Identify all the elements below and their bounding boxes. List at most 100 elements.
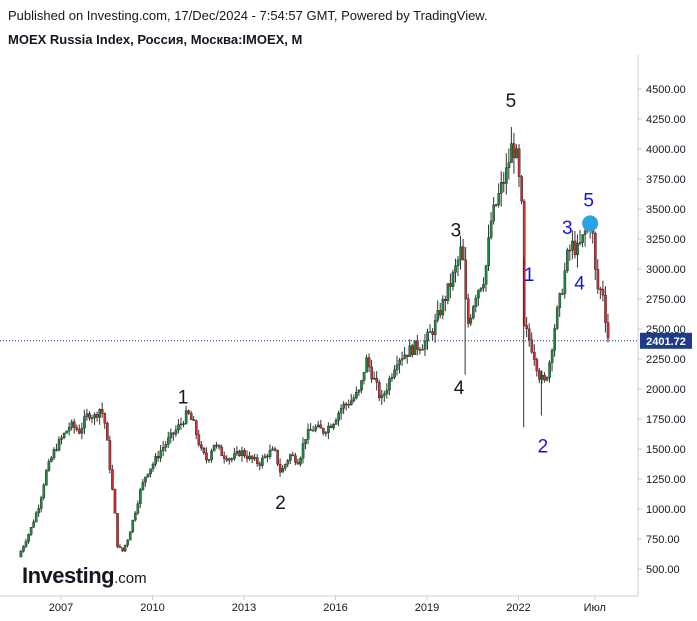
candle-body [80,427,84,434]
candle-body [70,421,74,428]
candle-body [103,413,107,424]
candle-body [515,148,518,158]
candle-body [42,484,46,498]
event-marker-icon[interactable] [582,215,599,232]
candle-body [477,290,480,299]
candle-body [319,424,323,429]
candle-body [530,339,534,353]
y-tick-label: 2250.00 [646,354,686,366]
candle-body [347,404,351,406]
candle-body [195,420,198,435]
candle-body [306,429,310,440]
candle-body [370,366,373,380]
candle-body [583,230,587,235]
candle-body [573,240,577,256]
candle-body [446,283,450,301]
candle-body [278,463,282,473]
candle-body [57,439,61,451]
candle-body [121,547,124,552]
candle-body [215,444,218,447]
candle-body [571,240,574,251]
candle-body [400,358,404,361]
y-tick-label: 500.00 [646,564,680,576]
candle-body [423,340,427,350]
candle-body [93,414,96,419]
candle-body [197,434,201,446]
candle-body [324,432,328,434]
candle-body [73,421,76,428]
y-axis: 500.00 750.00 1000.00 1250.00 1500.00 1750.00… [638,84,686,576]
candle-body [24,541,28,547]
candle-body [494,204,498,206]
candle-body [380,395,384,399]
candle-body [441,299,445,316]
candle-body [388,378,391,391]
candle-body [350,400,353,406]
candle-body [439,310,442,316]
candle-body [553,328,556,351]
y-tick-label: 2000.00 [646,384,686,396]
candle-body [149,468,152,475]
y-tick-label: 4000.00 [646,144,686,156]
candle-body [225,458,229,461]
candle-body [268,450,272,457]
candle-body [314,426,318,431]
candle-body [301,443,305,459]
candle-body [258,463,262,466]
candle-body [291,454,295,456]
candle-body [431,331,434,335]
wave-label: 3 [562,218,573,239]
candle-body [594,233,597,270]
candle-body [342,403,346,409]
x-tick-label: Июл [584,602,606,614]
candle-body [334,420,338,425]
x-tick-label: 2007 [49,602,73,614]
candle-body [436,310,440,321]
candle-body [395,364,399,371]
logo-suffix: .com [114,570,147,587]
candle-body [98,408,102,418]
candle-body [393,369,396,378]
candle-body [144,476,147,483]
candle-body [344,403,348,406]
wave-label: 5 [506,91,517,112]
candle-body [273,448,277,451]
candle-body [289,454,292,461]
candle-body [576,242,579,256]
candle-body [545,377,549,381]
candle-body [256,457,259,464]
candle-body [474,297,478,307]
candle-body [327,425,330,433]
candle-body [357,389,361,393]
y-tick-label: 1000.00 [646,504,686,516]
candle-body [207,459,211,461]
candle-body [339,408,343,414]
candle-body [604,294,607,323]
candle-body [281,467,285,473]
candle-body [286,460,290,465]
candle-body [85,413,89,417]
candle-body [62,433,66,438]
y-tick-label: 1750.00 [646,414,686,426]
candle-body [235,450,239,454]
y-tick-label: 2500.00 [646,324,686,336]
candle-body [332,424,335,428]
candle-body [464,259,468,299]
candle-body [507,162,511,169]
candle-body [372,377,376,380]
candle-body [156,456,160,459]
candle-body [456,259,460,266]
candle-body [365,357,368,373]
candle-body [599,288,602,291]
y-tick-label: 2750.00 [646,294,686,306]
candle-body [146,473,150,478]
candle-body [489,220,493,238]
candle-body [337,412,340,421]
candle-body [161,447,165,451]
candle-body [398,359,401,365]
last-price-label: 2401.72 [646,336,686,348]
candle-body [505,167,508,184]
candle-body [355,391,358,399]
candle-body [487,237,490,267]
